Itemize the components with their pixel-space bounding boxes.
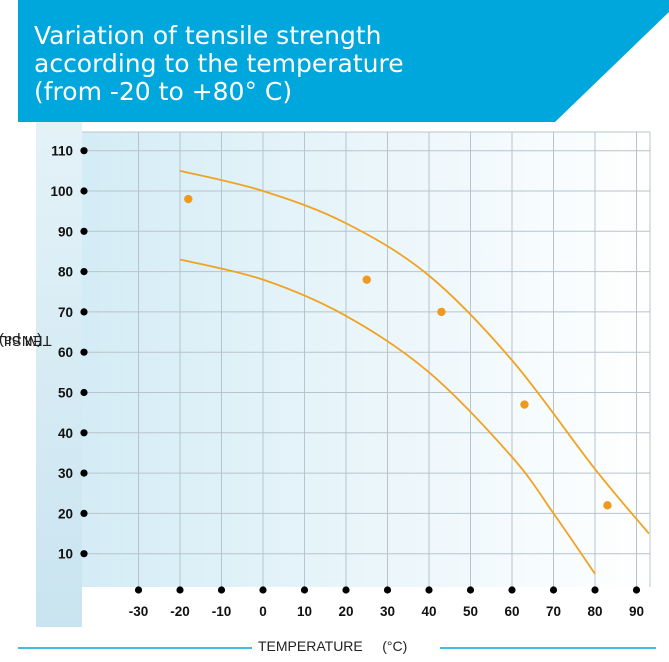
x-tick-dot: [508, 586, 516, 594]
data-point: [520, 400, 529, 409]
y-tick-dot: [80, 227, 88, 235]
y-tick-label: 90: [58, 224, 73, 239]
chart-title: Variation of tensile strength according …: [34, 22, 454, 106]
y-tick-dot: [80, 147, 88, 155]
y-axis: 10 20 30 40 50 60 70 80 90 100 110: [50, 144, 88, 562]
x-tick-dot: [632, 586, 641, 594]
y-tick-dot: [80, 509, 88, 517]
x-axis: -30 -20 -10 0 10 20 30 40 50 60 70 80 90: [129, 586, 644, 619]
y-axis-strip: [36, 122, 82, 627]
x-tick-dot: [383, 586, 392, 594]
y-tick-label: 60: [58, 345, 73, 360]
grid: [82, 131, 651, 587]
x-axis-unit: (°C): [382, 638, 408, 654]
x-tick-dot: [259, 586, 267, 594]
trend-curve-upper: [179, 169, 650, 535]
title-line-3: (from -20 to +80° C): [34, 77, 293, 106]
x-tick-dot: [300, 586, 309, 594]
x-tick-dot: [425, 586, 433, 594]
y-tick-dot: [80, 388, 88, 397]
x-axis-title: TEMPERATURE: [258, 638, 363, 654]
plot-background: [82, 132, 650, 587]
title-banner: [18, 0, 669, 122]
y-tick-dot: [80, 469, 88, 477]
x-tick-label: 20: [338, 604, 353, 619]
x-tick-label: 0: [259, 604, 267, 619]
y-tick-dot: [80, 429, 88, 437]
y-axis-unit: (M pa): [0, 331, 42, 349]
x-tick-label: -10: [212, 604, 232, 619]
x-tick-dot: [342, 586, 350, 594]
data-point: [184, 194, 193, 204]
y-tick-dot: [80, 308, 88, 316]
y-axis-label: TENSILE (M pa): [0, 230, 51, 450]
x-tick-dot: [134, 586, 143, 594]
x-tick-dot: [591, 586, 599, 594]
y-tick-dot: [80, 268, 88, 276]
x-tick-label: 80: [587, 604, 602, 619]
y-tick-dot: [80, 550, 88, 558]
x-tick-dot: [549, 586, 558, 594]
x-tick-dot: [466, 586, 475, 594]
data-point: [437, 307, 446, 317]
y-tick-label: 10: [58, 547, 73, 562]
x-tick-label: 10: [297, 604, 312, 619]
x-tick-label: 40: [421, 604, 436, 619]
data-point: [362, 275, 371, 284]
y-tick-label: 30: [58, 466, 73, 481]
x-tick-label: -20: [170, 604, 190, 619]
y-tick-label: 80: [58, 265, 73, 280]
y-tick-dot: [80, 348, 88, 356]
y-tick-label: 50: [58, 386, 73, 401]
x-tick-dot: [217, 586, 226, 594]
y-tick-label: 110: [51, 144, 73, 159]
y-tick-label: 20: [58, 506, 73, 521]
title-line-2: according to the temperature: [34, 49, 404, 78]
y-tick-dot: [80, 187, 88, 195]
x-tick-label: -30: [129, 604, 149, 619]
x-tick-dot: [176, 586, 184, 594]
trend-curves: [179, 169, 650, 575]
title-line-1: Variation of tensile strength: [34, 21, 382, 50]
x-tick-label: 30: [380, 604, 395, 619]
data-points: [184, 194, 612, 510]
trend-curve-lower: [179, 258, 596, 575]
x-tick-label: 50: [463, 604, 478, 619]
data-point: [603, 501, 612, 510]
y-tick-label: 100: [50, 184, 73, 199]
x-tick-label: 70: [546, 604, 561, 619]
y-tick-label: 40: [58, 426, 73, 441]
x-axis-label: TEMPERATURE (°C): [258, 638, 407, 654]
x-tick-label: 60: [504, 604, 519, 619]
y-tick-label: 70: [58, 305, 73, 320]
x-tick-label: 90: [629, 604, 644, 619]
